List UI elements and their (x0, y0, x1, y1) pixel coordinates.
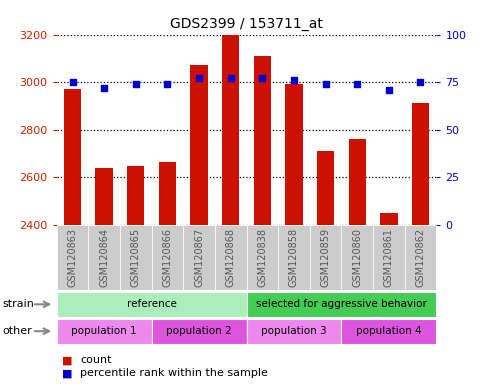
Bar (215, 225, 246, 290)
Point (353, 81, 361, 87)
Point (164, 81, 172, 87)
Bar (190, 65, 208, 225)
Point (385, 87, 393, 93)
Point (195, 75, 203, 81)
Bar (120, 225, 152, 290)
Bar (373, 225, 405, 290)
Bar (57, 292, 246, 317)
Text: ■: ■ (62, 368, 72, 378)
Point (417, 79, 424, 85)
Bar (127, 166, 144, 225)
Text: GSM120868: GSM120868 (226, 228, 236, 287)
Text: count: count (80, 355, 112, 365)
Bar (183, 225, 215, 290)
Point (132, 81, 140, 87)
Text: GSM120858: GSM120858 (289, 228, 299, 287)
Title: GDS2399 / 153711_at: GDS2399 / 153711_at (170, 17, 323, 31)
Bar (412, 103, 429, 225)
Text: GSM120867: GSM120867 (194, 228, 204, 287)
Bar (278, 225, 310, 290)
Text: ■: ■ (62, 355, 72, 365)
Bar (222, 35, 240, 225)
Bar (246, 225, 278, 290)
Bar (310, 225, 341, 290)
Text: GSM120859: GSM120859 (320, 228, 331, 287)
Bar (64, 89, 81, 225)
Bar (380, 213, 397, 225)
Text: other: other (2, 326, 32, 336)
Point (227, 75, 235, 81)
Bar (96, 168, 113, 225)
Bar (253, 56, 271, 225)
Point (321, 81, 329, 87)
Text: GSM120861: GSM120861 (384, 228, 394, 287)
Point (258, 75, 266, 81)
Bar (317, 151, 334, 225)
Text: population 3: population 3 (261, 326, 327, 336)
Text: GSM120866: GSM120866 (162, 228, 173, 287)
Bar (246, 292, 436, 317)
Text: strain: strain (2, 299, 35, 310)
Text: GSM120863: GSM120863 (68, 228, 77, 287)
Bar (159, 162, 176, 225)
Text: GSM120862: GSM120862 (416, 228, 425, 287)
Text: GSM120860: GSM120860 (352, 228, 362, 287)
Text: population 1: population 1 (71, 326, 137, 336)
Bar (285, 84, 303, 225)
Bar (57, 319, 152, 344)
Text: GSM120838: GSM120838 (257, 228, 267, 287)
Point (100, 85, 108, 91)
Point (290, 77, 298, 83)
Text: population 4: population 4 (356, 326, 422, 336)
Bar (246, 319, 341, 344)
Bar (341, 319, 436, 344)
Bar (349, 139, 366, 225)
Text: GSM120864: GSM120864 (99, 228, 109, 287)
Text: selected for aggressive behavior: selected for aggressive behavior (256, 299, 427, 310)
Bar (341, 225, 373, 290)
Text: population 2: population 2 (166, 326, 232, 336)
Text: percentile rank within the sample: percentile rank within the sample (80, 368, 268, 378)
Text: GSM120865: GSM120865 (131, 228, 141, 287)
Bar (405, 225, 436, 290)
Point (69, 79, 76, 85)
Bar (152, 319, 246, 344)
Bar (88, 225, 120, 290)
Bar (152, 225, 183, 290)
Bar (57, 225, 88, 290)
Text: reference: reference (127, 299, 176, 310)
